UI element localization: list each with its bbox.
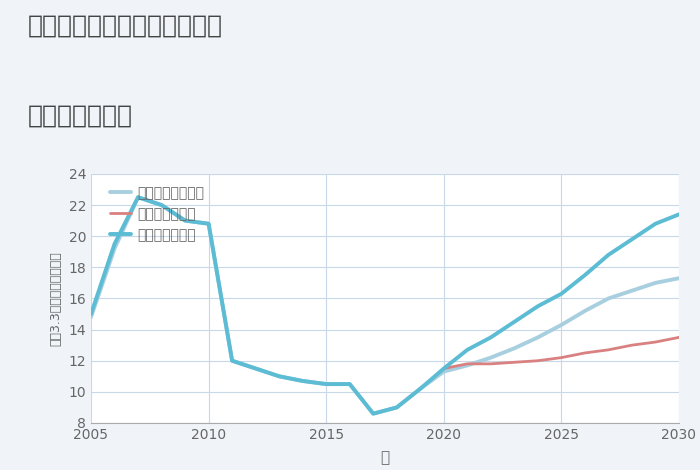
ノーマルシナリオ — [440, 369, 448, 375]
グッドシナリオ — [158, 202, 166, 208]
ノーマルシナリオ — [158, 202, 166, 208]
バッドシナリオ — [440, 366, 448, 371]
ノーマルシナリオ — [533, 335, 542, 340]
グッドシナリオ — [298, 378, 307, 384]
グッドシナリオ — [181, 218, 189, 223]
バッドシナリオ — [510, 360, 519, 365]
グッドシナリオ — [463, 347, 472, 352]
グッドシナリオ — [557, 291, 566, 297]
ノーマルシナリオ — [369, 411, 377, 416]
ノーマルシナリオ — [651, 280, 659, 286]
グッドシナリオ — [604, 252, 612, 258]
グッドシナリオ — [346, 381, 354, 387]
グッドシナリオ — [322, 381, 330, 387]
グッドシナリオ — [533, 304, 542, 309]
ノーマルシナリオ — [581, 308, 589, 314]
グッドシナリオ — [275, 374, 284, 379]
X-axis label: 年: 年 — [380, 450, 390, 465]
ノーマルシナリオ — [510, 345, 519, 351]
ノーマルシナリオ — [181, 218, 189, 223]
グッドシナリオ — [581, 272, 589, 278]
バッドシナリオ — [533, 358, 542, 364]
グッドシナリオ — [87, 311, 95, 317]
Line: ノーマルシナリオ: ノーマルシナリオ — [91, 197, 679, 414]
グッドシナリオ — [416, 386, 424, 392]
ノーマルシナリオ — [557, 322, 566, 328]
バッドシナリオ — [651, 339, 659, 345]
バッドシナリオ — [581, 350, 589, 356]
Y-axis label: 平（3.3㎡）単価（万円）: 平（3.3㎡）単価（万円） — [50, 251, 63, 346]
Text: 土地の価格推移: 土地の価格推移 — [28, 103, 133, 127]
グッドシナリオ — [134, 195, 142, 200]
グッドシナリオ — [628, 236, 636, 242]
ノーマルシナリオ — [204, 221, 213, 227]
ノーマルシナリオ — [416, 386, 424, 392]
グッドシナリオ — [651, 221, 659, 227]
バッドシナリオ — [628, 342, 636, 348]
Line: バッドシナリオ: バッドシナリオ — [444, 337, 679, 368]
ノーマルシナリオ — [298, 378, 307, 384]
Legend: ノーマルシナリオ, バッドシナリオ, グッドシナリオ: ノーマルシナリオ, バッドシナリオ, グッドシナリオ — [110, 186, 204, 242]
Line: グッドシナリオ: グッドシナリオ — [91, 197, 679, 414]
グッドシナリオ — [440, 366, 448, 371]
グッドシナリオ — [204, 221, 213, 227]
ノーマルシナリオ — [134, 195, 142, 200]
グッドシナリオ — [369, 411, 377, 416]
ノーマルシナリオ — [628, 288, 636, 293]
ノーマルシナリオ — [604, 296, 612, 301]
グッドシナリオ — [393, 405, 401, 410]
ノーマルシナリオ — [393, 405, 401, 410]
グッドシナリオ — [251, 366, 260, 371]
バッドシナリオ — [463, 361, 472, 367]
Text: 三重県北牟婁郡紀北町古里の: 三重県北牟婁郡紀北町古里の — [28, 14, 223, 38]
ノーマルシナリオ — [463, 362, 472, 368]
バッドシナリオ — [557, 355, 566, 360]
バッドシナリオ — [675, 335, 683, 340]
バッドシナリオ — [486, 361, 495, 367]
バッドシナリオ — [604, 347, 612, 352]
ノーマルシナリオ — [675, 275, 683, 281]
ノーマルシナリオ — [111, 246, 119, 251]
ノーマルシナリオ — [346, 381, 354, 387]
ノーマルシナリオ — [322, 381, 330, 387]
グッドシナリオ — [111, 241, 119, 247]
ノーマルシナリオ — [251, 366, 260, 371]
グッドシナリオ — [675, 212, 683, 217]
ノーマルシナリオ — [87, 314, 95, 320]
グッドシナリオ — [510, 319, 519, 325]
ノーマルシナリオ — [275, 374, 284, 379]
グッドシナリオ — [486, 335, 495, 340]
ノーマルシナリオ — [228, 358, 237, 364]
ノーマルシナリオ — [486, 355, 495, 360]
グッドシナリオ — [228, 358, 237, 364]
